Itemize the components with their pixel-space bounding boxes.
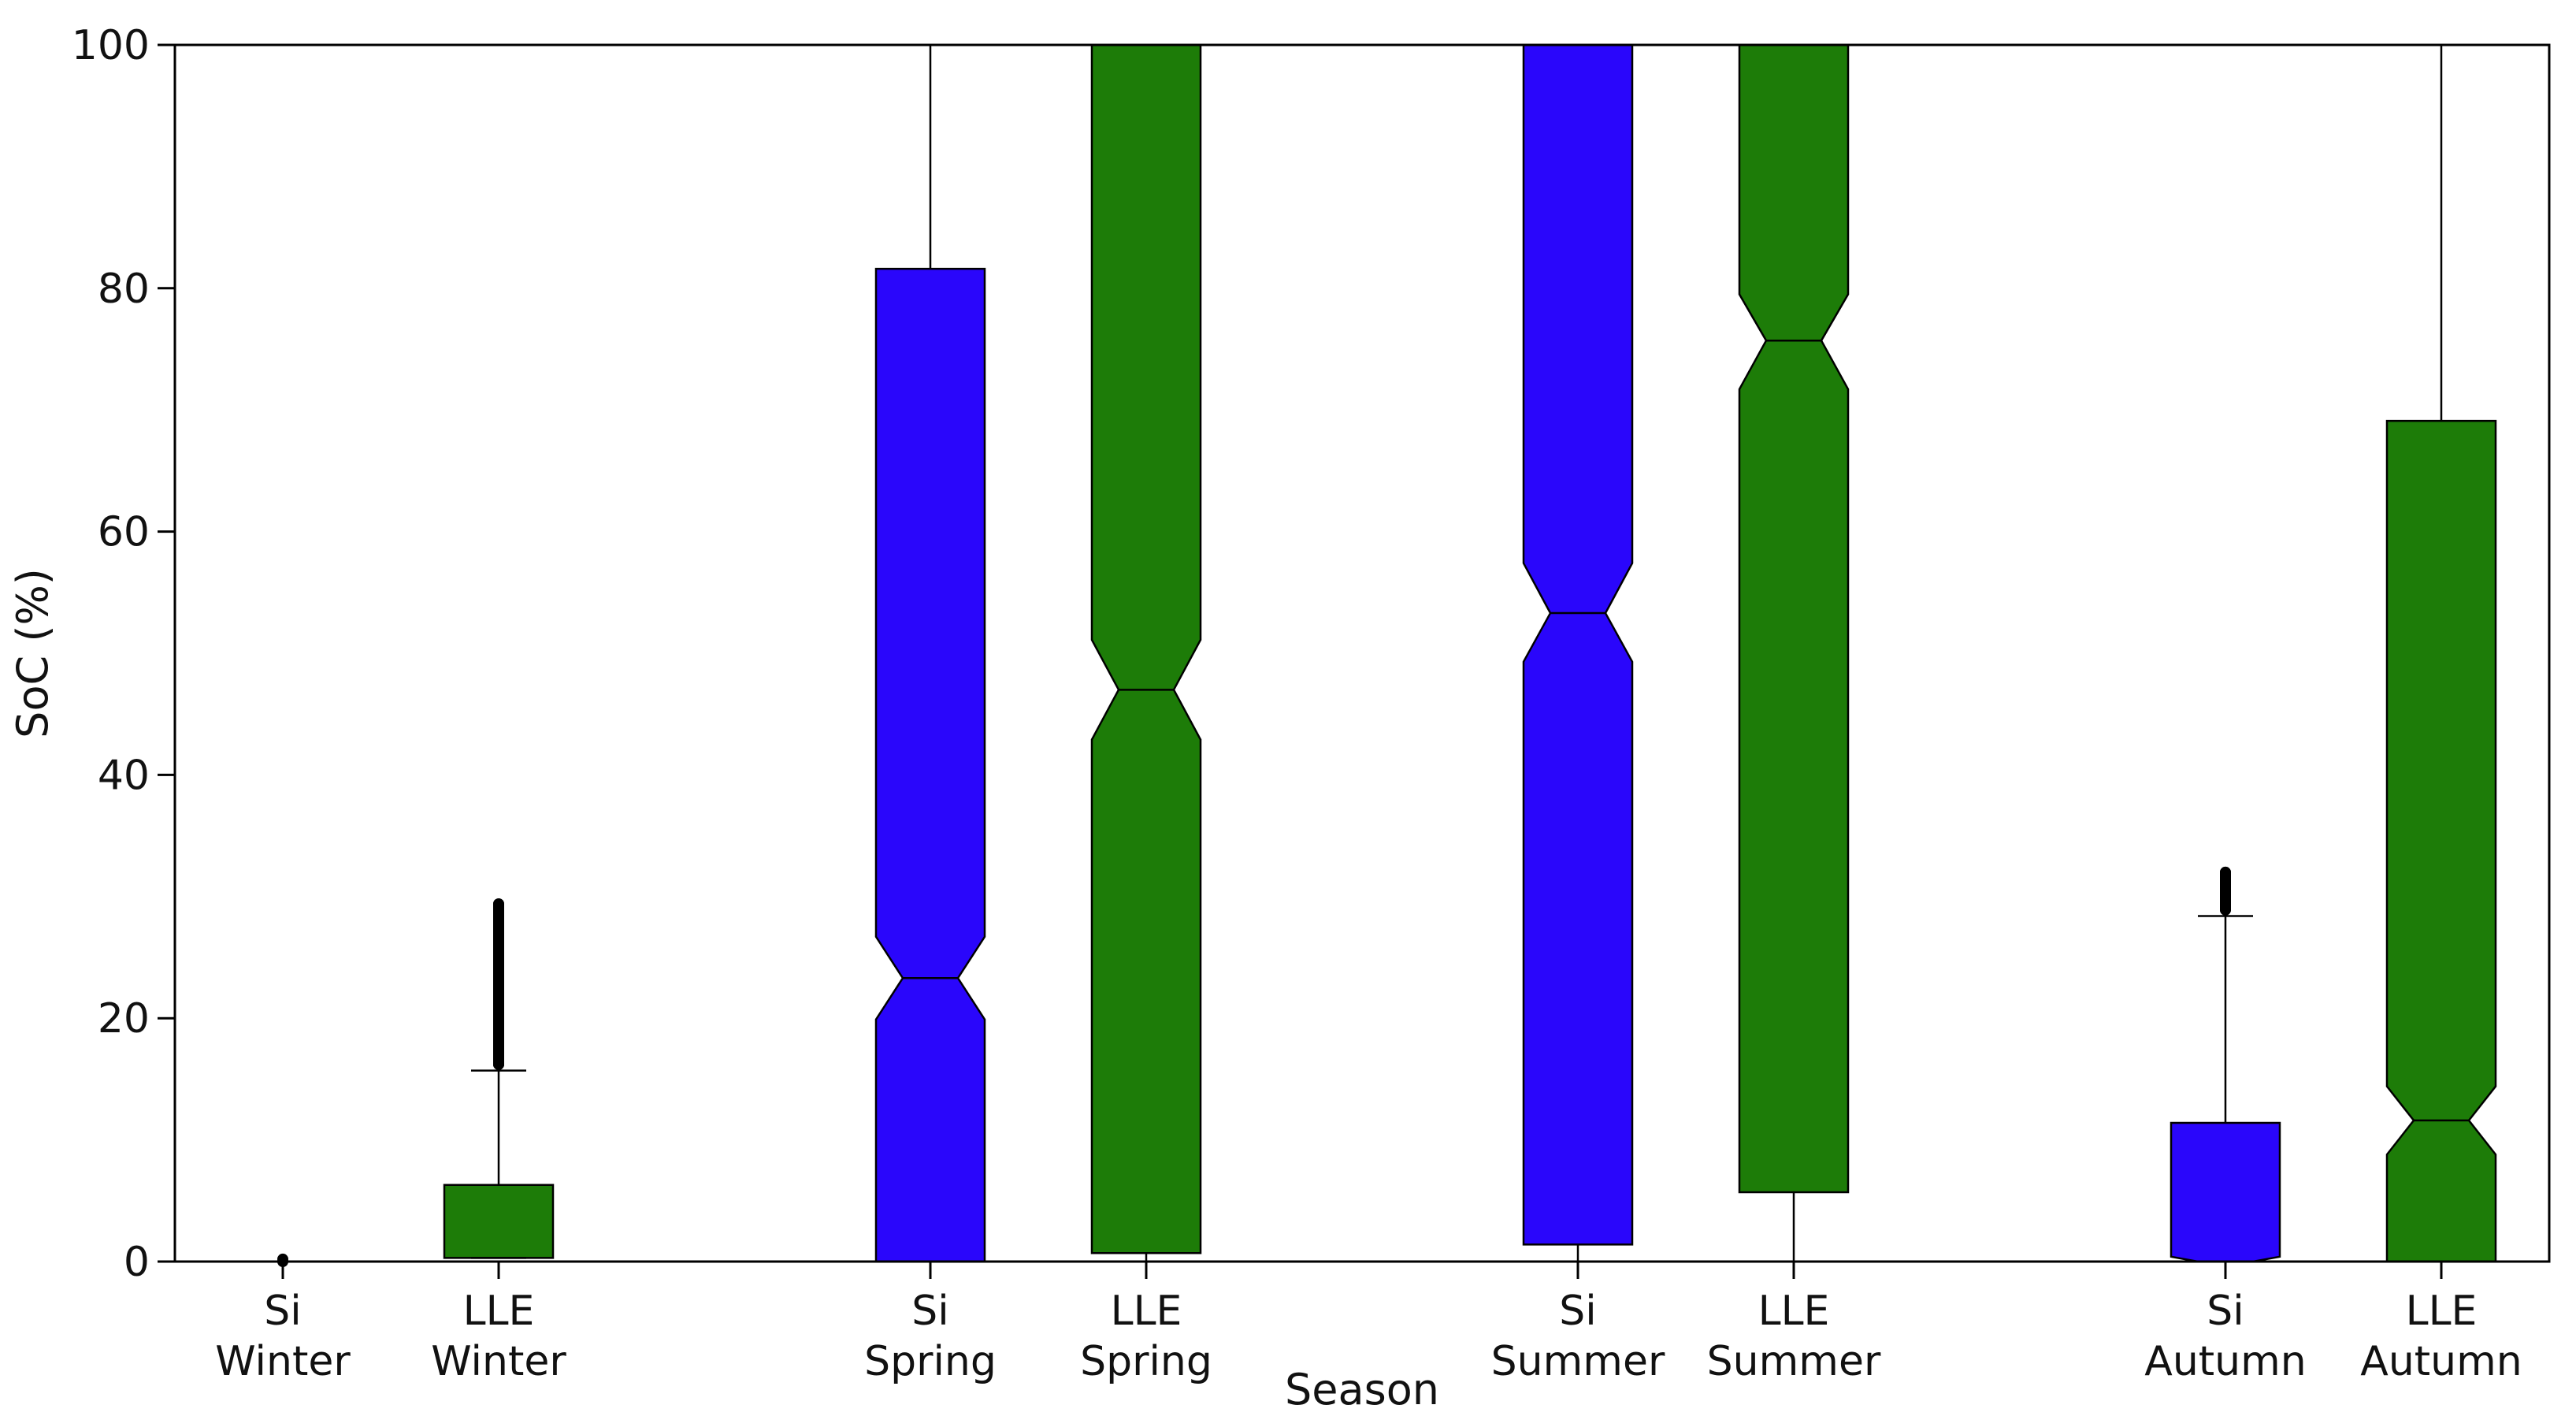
x-tick-label-season: Winter xyxy=(215,1338,351,1385)
box-lle-4 xyxy=(1090,43,1202,1262)
x-tick-label-season: Summer xyxy=(1491,1338,1665,1385)
x-tick-label-season: Autumn xyxy=(2144,1338,2307,1385)
x-tick-label: Si Spring xyxy=(864,1288,997,1385)
x-tick-label-season: Winter xyxy=(431,1338,566,1385)
x-tick-label-series: LLE xyxy=(1758,1288,1830,1335)
box-body xyxy=(874,267,986,1263)
box-lle-2 xyxy=(443,898,555,1259)
x-tick-label-season: Autumn xyxy=(2360,1338,2522,1385)
x-tick-label-season: Summer xyxy=(1707,1338,1881,1385)
box-body xyxy=(2385,419,2497,1263)
y-tick-label: 20 xyxy=(98,995,150,1042)
plot-frame xyxy=(173,43,2551,1263)
x-tick-label: LLE Spring xyxy=(1080,1288,1212,1385)
x-tick-label-season: Spring xyxy=(864,1338,997,1385)
box-body xyxy=(1522,43,1634,1246)
x-tick-label-series: Si xyxy=(2207,1288,2244,1335)
x-tick-label-series: LLE xyxy=(463,1288,535,1335)
x-tick-label: LLE Summer xyxy=(1707,1288,1881,1385)
x-tick-label-series: LLE xyxy=(2406,1288,2478,1335)
box-si-5 xyxy=(1522,43,1634,1262)
x-tick-label-season: Spring xyxy=(1080,1338,1212,1385)
x-tick-label-series: LLE xyxy=(1111,1288,1182,1335)
box-lle-6 xyxy=(1738,43,1850,1262)
y-tick-label: 40 xyxy=(98,752,150,799)
x-tick-label-series: Si xyxy=(264,1288,301,1335)
x-axis-title: Season xyxy=(1285,1365,1439,1412)
box-si-3 xyxy=(874,45,986,1263)
x-tick-label: LLE Autumn xyxy=(2360,1288,2522,1385)
x-tick-label-series: Si xyxy=(1559,1288,1596,1335)
box-body xyxy=(2170,1121,2281,1263)
y-tick-label: 80 xyxy=(98,266,150,313)
x-tick-label: LLE Winter xyxy=(431,1288,566,1385)
plot-area xyxy=(175,43,2549,1267)
box-body xyxy=(1738,43,1850,1194)
y-tick-label: 60 xyxy=(98,509,150,556)
box-body xyxy=(1090,43,1202,1254)
plot-background xyxy=(175,45,2549,1262)
y-tick-label: 0 xyxy=(124,1239,150,1286)
x-tick-label: Si Summer xyxy=(1491,1288,1665,1385)
box-body xyxy=(443,1184,555,1259)
x-tick-label-series: Si xyxy=(911,1288,948,1335)
x-tick-label: Si Winter xyxy=(215,1288,351,1385)
box-lle-8 xyxy=(2385,45,2497,1263)
y-axis-title: SoC (%) xyxy=(8,568,58,738)
y-tick-label: 100 xyxy=(72,22,150,69)
x-tick-label: Si Autumn xyxy=(2144,1288,2307,1385)
